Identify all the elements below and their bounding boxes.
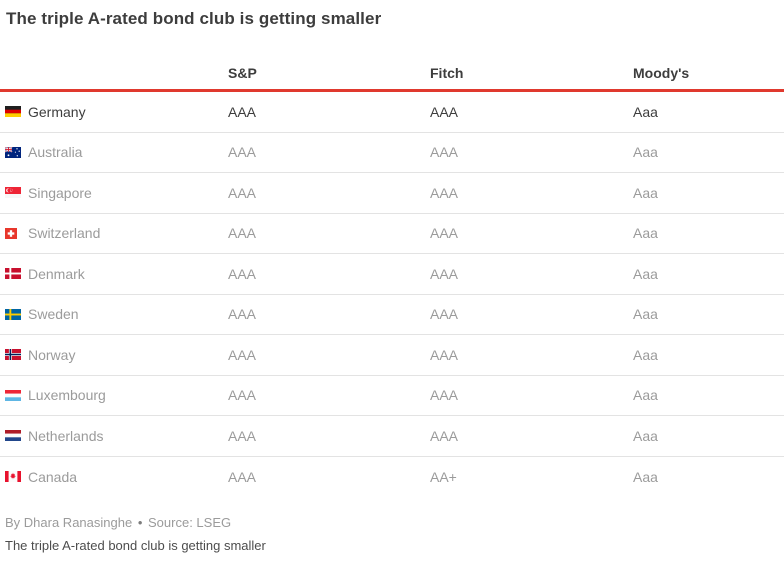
table-row: Sweden AAA AAA Aaa [0,295,784,335]
fitch-rating: AAA [430,427,459,444]
table-header-row: S&P Fitch Moody's [0,29,784,92]
bullet-separator: • [137,515,143,530]
flag-germany-icon [5,106,22,118]
country-cell: Germany [0,104,228,120]
sp-rating: AAA [228,387,257,404]
byline: By Dhara Ranasinghe • Source: LSEG [5,515,784,530]
table-row: Switzerland AAA AAA Aaa [0,214,784,254]
fitch-rating: AAA [430,265,459,282]
country-label: Norway [28,346,76,363]
sp-rating: AAA [228,144,257,161]
sp-rating: AAA [228,468,257,485]
moodys-rating: Aaa [633,427,658,444]
table-row: Norway AAA AAA Aaa [0,335,784,376]
fitch-rating: AAA [430,306,459,323]
moodys-rating: Aaa [633,468,658,485]
flag-norway-icon [5,349,22,361]
country-cell: Netherlands [0,428,228,444]
flag-denmark-icon [5,268,22,280]
fitch-rating: AAA [430,387,459,404]
country-label: Switzerland [28,225,101,242]
moodys-rating: Aaa [633,184,658,201]
flag-canada-icon [5,471,22,483]
country-cell: Sweden [0,306,228,322]
column-header-sp: S&P [228,65,257,81]
country-label: Sweden [28,306,79,323]
moodys-rating: Aaa [633,306,658,323]
column-header-moodys: Moody's [633,65,690,81]
country-label: Germany [28,103,86,120]
sp-rating: AAA [228,103,257,120]
table-row: Netherlands AAA AAA Aaa [0,416,784,457]
byline-author: By Dhara Ranasinghe [5,515,133,530]
country-cell: Singapore [0,185,228,201]
moodys-rating: Aaa [633,144,658,161]
country-cell: Denmark [0,266,228,282]
country-cell: Switzerland [0,225,228,241]
country-label: Canada [28,468,78,485]
fitch-rating: AAA [430,103,459,120]
chart-caption: The triple A-rated bond club is getting … [5,538,266,553]
table-body: Germany AAA AAA Aaa Australia AAA AAA Aa… [0,92,784,497]
country-cell: Luxembourg [0,387,228,403]
country-cell: Norway [0,347,228,363]
table-row: Singapore AAA AAA Aaa [0,173,784,214]
sp-rating: AAA [228,427,257,444]
table-row: Australia AAA AAA Aaa [0,133,784,173]
country-label: Denmark [28,265,85,282]
source-label: Source: LSEG [148,515,232,530]
country-cell: Australia [0,144,228,160]
fitch-rating: AAA [430,225,459,242]
flag-switzerland-icon [5,227,22,239]
fitch-rating: AAA [430,184,459,201]
moodys-rating: Aaa [633,265,658,282]
flag-luxembourg-icon [5,389,22,401]
bond-ratings-graphic: The triple A-rated bond club is getting … [0,8,784,569]
moodys-rating: Aaa [633,103,658,120]
column-header-fitch: Fitch [430,65,464,81]
flag-sweden-icon [5,308,22,320]
table-row: Canada AAA AA+ Aaa [0,457,784,498]
table-row: Luxembourg AAA AAA Aaa [0,376,784,416]
flag-australia-icon [5,146,22,158]
moodys-rating: Aaa [633,225,658,242]
fitch-rating: AAA [430,144,459,161]
sp-rating: AAA [228,306,257,323]
ratings-table: S&P Fitch Moody's Germany AAA AAA Aaa Au… [0,29,784,497]
sp-rating: AAA [228,184,257,201]
fitch-rating: AAA [430,346,459,363]
sp-rating: AAA [228,265,257,282]
country-label: Australia [28,144,83,161]
page-title: The triple A-rated bond club is getting … [6,9,382,28]
country-label: Luxembourg [28,387,106,404]
country-label: Singapore [28,184,92,201]
fitch-rating: AA+ [430,468,457,485]
table-row: Denmark AAA AAA Aaa [0,254,784,295]
sp-rating: AAA [228,346,257,363]
sp-rating: AAA [228,225,257,242]
moodys-rating: Aaa [633,387,658,404]
flag-netherlands-icon [5,430,22,442]
country-label: Netherlands [28,427,104,444]
table-row: Germany AAA AAA Aaa [0,92,784,133]
moodys-rating: Aaa [633,346,658,363]
footer: By Dhara Ranasinghe • Source: LSEG The t… [5,515,784,553]
flag-singapore-icon [5,187,22,199]
country-cell: Canada [0,469,228,485]
